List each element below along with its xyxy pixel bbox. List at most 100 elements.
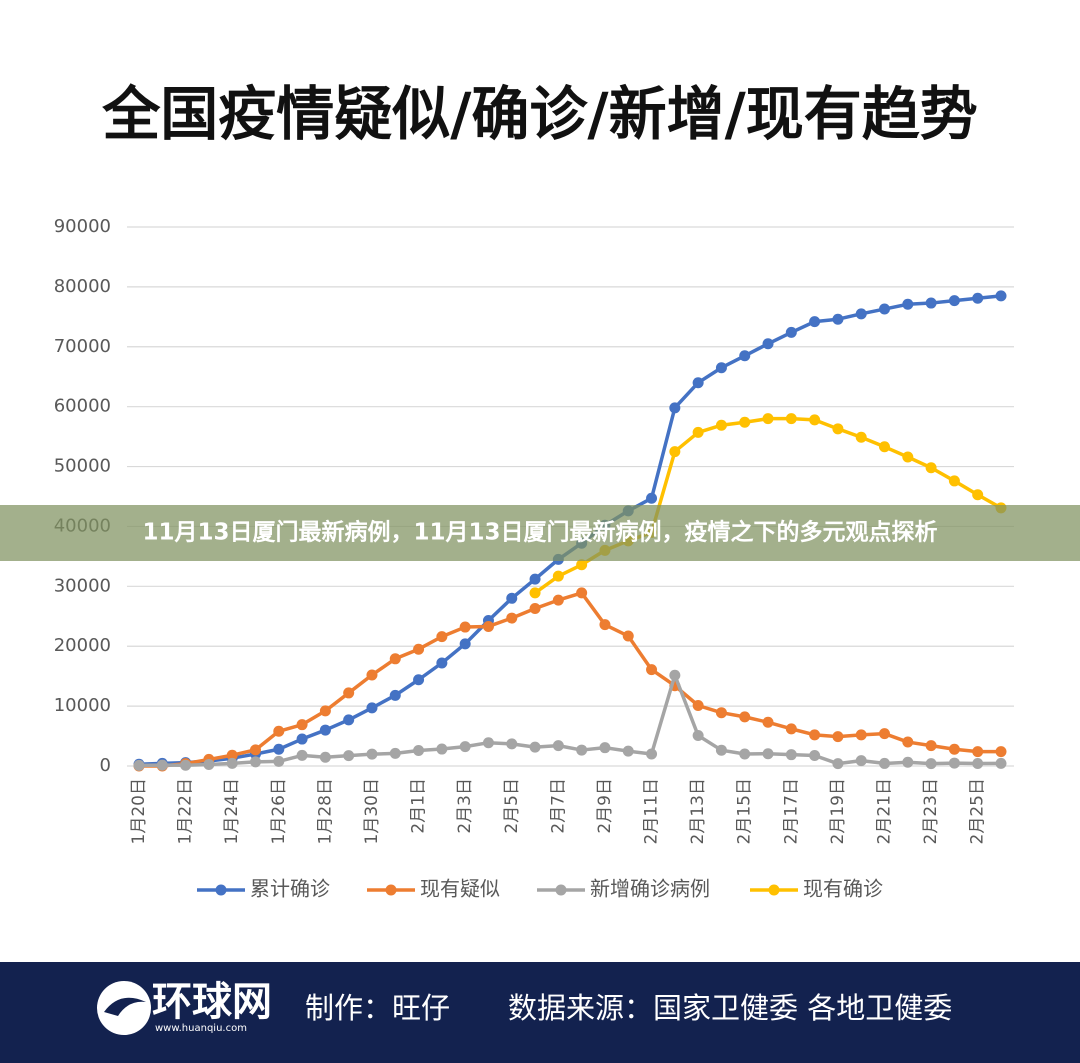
logo-url: www.huanqiu.com: [155, 1023, 247, 1034]
data-point: [296, 719, 308, 731]
data-point: [576, 559, 588, 571]
data-point: [879, 757, 891, 769]
data-point: [529, 573, 541, 585]
data-point: [995, 290, 1007, 302]
data-point: [482, 620, 494, 632]
x-tick-label: 2月21日: [875, 778, 895, 844]
data-point: [506, 592, 518, 604]
data-point: [785, 749, 797, 761]
data-point: [739, 416, 751, 428]
data-point: [273, 743, 285, 755]
data-point: [948, 295, 960, 307]
data-point: [133, 759, 145, 771]
data-point: [622, 745, 634, 757]
x-tick-label: 1月30日: [362, 778, 382, 844]
data-point: [692, 730, 704, 742]
data-point: [879, 441, 891, 453]
data-point: [739, 748, 751, 760]
data-point: [646, 492, 658, 504]
data-point: [762, 748, 774, 760]
y-tick-label: 90000: [54, 216, 111, 237]
x-tick-label: 1月20日: [129, 778, 149, 844]
data-point: [249, 744, 261, 756]
data-point: [459, 621, 471, 633]
data-point: [832, 758, 844, 770]
data-point: [785, 326, 797, 338]
credit: 制作：旺仔: [305, 991, 450, 1025]
data-point: [273, 755, 285, 767]
x-tick-label: 1月24日: [222, 778, 242, 844]
data-point: [576, 587, 588, 599]
legend-label: 现有疑似: [420, 877, 500, 901]
legend-marker: [385, 884, 397, 896]
x-tick-label: 2月13日: [688, 778, 708, 844]
data-point: [902, 451, 914, 463]
data-point: [972, 292, 984, 304]
data-point: [715, 419, 727, 431]
y-tick-label: 80000: [54, 276, 111, 297]
data-point: [948, 475, 960, 487]
data-point: [855, 431, 867, 443]
data-point: [809, 729, 821, 741]
data-point: [972, 746, 984, 758]
data-point: [925, 758, 937, 770]
y-tick-label: 50000: [54, 456, 111, 477]
data-point: [319, 724, 331, 736]
data-point: [646, 664, 658, 676]
data-point: [948, 743, 960, 755]
data-point: [646, 748, 658, 760]
footer-bg: [0, 962, 1080, 1063]
data-point: [343, 714, 355, 726]
x-tick-label: 2月15日: [735, 778, 755, 844]
y-tick-label: 60000: [54, 396, 111, 417]
data-point: [226, 749, 238, 761]
banner-text: 11月13日厦门最新病例，11月13日厦门最新病例，疫情之下的多元观点探析: [142, 519, 937, 546]
data-point: [669, 669, 681, 681]
data-point: [599, 619, 611, 631]
data-point: [715, 707, 727, 719]
x-tick-label: 2月5日: [502, 778, 522, 834]
data-point: [925, 740, 937, 752]
data-point: [925, 462, 937, 474]
logo-swoosh: [104, 997, 146, 1016]
data-point: [925, 297, 937, 309]
data-point: [832, 423, 844, 435]
data-point: [902, 756, 914, 768]
data-point: [459, 741, 471, 753]
legend-marker: [555, 884, 567, 896]
data-point: [972, 489, 984, 501]
data-point: [692, 426, 704, 438]
data-point: [366, 748, 378, 760]
data-point: [972, 758, 984, 770]
data-point: [413, 643, 425, 655]
data-point: [715, 744, 727, 756]
data-point: [762, 413, 774, 425]
x-tick-label: 2月1日: [409, 778, 429, 834]
data-point: [809, 316, 821, 328]
data-point: [389, 689, 401, 701]
data-point: [296, 733, 308, 745]
data-point: [669, 402, 681, 414]
data-point: [785, 413, 797, 425]
data-point: [902, 298, 914, 310]
y-tick-label: 70000: [54, 336, 111, 357]
data-point: [482, 737, 494, 749]
data-point: [902, 736, 914, 748]
data-point: [879, 303, 891, 315]
y-tick-label: 20000: [54, 635, 111, 656]
y-tick-label: 0: [100, 755, 111, 776]
data-point: [809, 750, 821, 762]
data-point: [389, 653, 401, 665]
data-point: [436, 657, 448, 669]
data-point: [715, 362, 727, 374]
data-point: [506, 612, 518, 624]
legend-label: 新增确诊病例: [590, 877, 710, 901]
data-point: [413, 744, 425, 756]
data-point: [762, 338, 774, 350]
data-point: [739, 350, 751, 362]
data-point: [343, 687, 355, 699]
x-tick-label: 2月19日: [828, 778, 848, 844]
data-point: [855, 755, 867, 767]
